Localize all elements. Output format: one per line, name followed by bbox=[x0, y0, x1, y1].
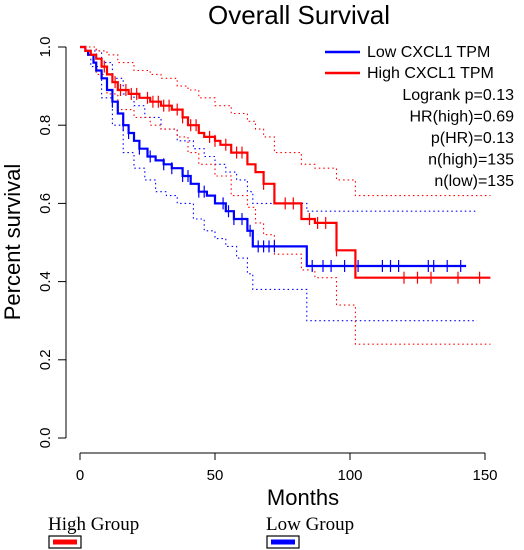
y-axis: 0.0 0.2 0.4 0.6 0.8 1.0 bbox=[37, 37, 67, 449]
stat-text: p(HR)=0.13 bbox=[431, 130, 514, 147]
legend: Low CXCL1 TPM High CXCL1 TPM Logrank p=0.1… bbox=[325, 44, 514, 190]
x-tick-label: 100 bbox=[337, 467, 362, 484]
high-survival-curve bbox=[80, 45, 491, 279]
y-tick-label: 1.0 bbox=[37, 37, 54, 58]
low-ci-upper bbox=[80, 46, 477, 212]
high-group-swatch-fill bbox=[53, 539, 77, 545]
group-key: High Group Low Group bbox=[48, 514, 354, 549]
y-tick-label: 0.0 bbox=[37, 428, 54, 449]
chart-title: Overall Survival bbox=[208, 0, 390, 30]
stat-text: n(low)=135 bbox=[434, 173, 514, 190]
legend-entry: Low CXCL1 TPM bbox=[367, 44, 490, 61]
x-tick-label: 50 bbox=[207, 467, 224, 484]
censor-marks bbox=[103, 60, 481, 284]
stat-text: Logrank p=0.13 bbox=[402, 87, 514, 104]
y-tick-label: 0.6 bbox=[37, 193, 54, 214]
high-ci-lower bbox=[80, 46, 491, 345]
x-axis: 0 50 100 150 bbox=[76, 452, 498, 484]
y-tick-label: 0.2 bbox=[37, 349, 54, 370]
x-axis-label: Months bbox=[267, 485, 339, 510]
y-tick-label: 0.4 bbox=[37, 271, 54, 292]
low-group-swatch-fill bbox=[271, 539, 295, 545]
stat-text: HR(high)=0.69 bbox=[410, 109, 515, 126]
high-group-label: High Group bbox=[48, 514, 139, 535]
stat-text: n(high)=135 bbox=[428, 152, 514, 169]
high-ci-upper bbox=[80, 46, 491, 197]
confidence-bands bbox=[80, 46, 491, 345]
survival-curves bbox=[80, 45, 491, 279]
x-tick-label: 0 bbox=[76, 467, 84, 484]
low-group-label: Low Group bbox=[266, 514, 354, 535]
low-survival-curve bbox=[80, 45, 467, 268]
y-axis-label: Percent survival bbox=[0, 164, 25, 321]
x-tick-label: 150 bbox=[472, 467, 497, 484]
legend-entry: High CXCL1 TPM bbox=[367, 65, 494, 82]
y-tick-label: 0.8 bbox=[37, 115, 54, 136]
